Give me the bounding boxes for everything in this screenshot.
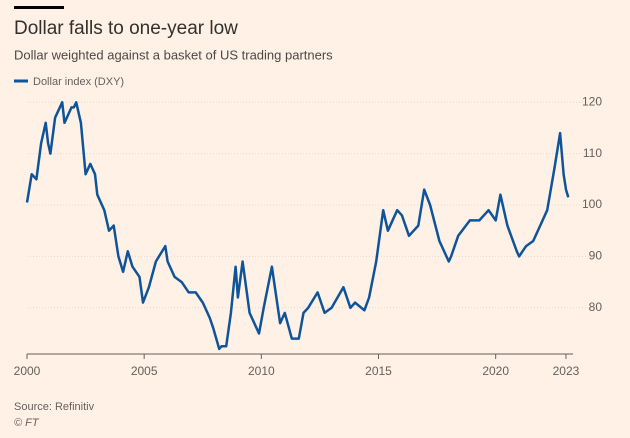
- y-tick-label: 100: [582, 197, 602, 211]
- x-tick-label: 2023: [553, 364, 580, 378]
- data-line: [25, 101, 570, 351]
- x-tick-label: 2000: [14, 364, 41, 378]
- y-tick-label: 90: [589, 249, 603, 263]
- x-tick-label: 2010: [248, 364, 275, 378]
- legend-label: Dollar index (DXY): [33, 76, 124, 88]
- title-bar: [14, 6, 64, 9]
- y-tick-label: 110: [583, 146, 602, 160]
- source: Source: Refinitiv: [14, 401, 95, 413]
- y-tick-label: 120: [582, 94, 602, 108]
- chart-title: Dollar falls to one-year low: [14, 18, 238, 39]
- credit: © FT: [14, 417, 40, 429]
- x-tick-label: 2015: [365, 364, 392, 378]
- x-tick-label: 2020: [482, 364, 509, 378]
- y-tick-label: 80: [589, 300, 603, 314]
- x-tick-label: 2005: [131, 364, 158, 378]
- chart-subtitle: Dollar weighted against a basket of US t…: [14, 47, 333, 62]
